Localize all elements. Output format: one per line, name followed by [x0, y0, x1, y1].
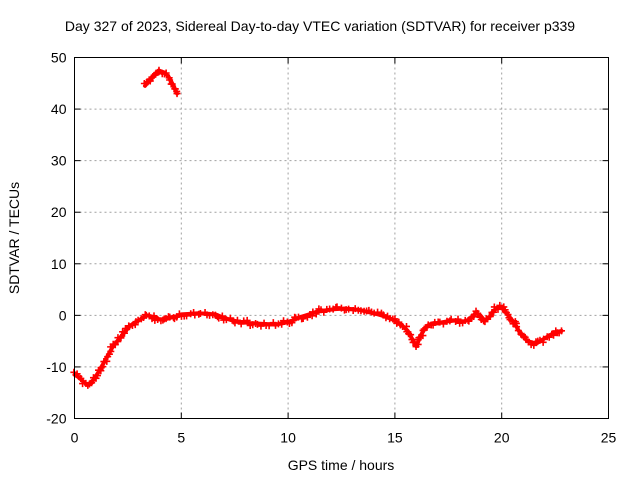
data-point-marker	[465, 317, 473, 325]
y-tick-label: 30	[51, 153, 67, 169]
y-tick-label: 50	[51, 50, 67, 66]
data-point-marker	[155, 66, 163, 74]
y-tick-label: 0	[59, 307, 67, 323]
data-point-marker	[280, 317, 288, 325]
tick-layer: 0 5 10 15 20 25 -20 -10 0 10 20 30 40 50	[46, 50, 616, 446]
data-point-marker	[530, 341, 538, 349]
data-point-marker	[278, 320, 286, 328]
data-point-marker	[496, 301, 504, 309]
plot-frame	[74, 57, 609, 419]
data-point-marker	[253, 320, 261, 328]
data-point-marker	[550, 331, 558, 339]
data-point-marker	[222, 316, 230, 324]
data-point-marker	[166, 76, 174, 84]
series-main-track	[70, 301, 566, 389]
x-tick-label: 0	[71, 430, 79, 446]
data-point-marker	[490, 303, 498, 311]
data-point-marker	[70, 368, 78, 376]
data-point-marker	[474, 309, 482, 317]
data-point-marker	[333, 303, 341, 311]
y-axis-label: SDTVAR / TECUs	[6, 181, 22, 295]
data-point-marker	[419, 326, 427, 334]
data-point-marker	[117, 333, 125, 341]
data-point-marker	[288, 319, 296, 327]
data-point-marker	[162, 69, 170, 77]
x-tick-label: 20	[494, 430, 510, 446]
data-point-marker	[233, 316, 241, 324]
x-tick-label: 25	[601, 430, 617, 446]
series-arc-segment	[140, 66, 181, 98]
y-tick-label: 40	[51, 101, 67, 117]
data-point-marker	[514, 327, 522, 335]
data-point-marker	[265, 322, 273, 330]
data-point-marker	[215, 314, 223, 322]
data-point-marker	[243, 316, 251, 324]
grid-layer	[74, 57, 609, 419]
chart-title: Day 327 of 2023, Sidereal Day-to-day VTE…	[64, 18, 576, 34]
data-point-marker	[218, 312, 226, 320]
y-tick-label: -10	[46, 359, 66, 375]
data-point-marker	[168, 80, 176, 88]
data-point-marker	[120, 329, 128, 337]
data-point-marker	[134, 316, 142, 324]
data-point-marker	[94, 372, 102, 380]
data-point-marker	[370, 309, 378, 317]
data-point-marker	[299, 315, 307, 323]
data-point-marker	[125, 323, 133, 331]
data-point-marker	[407, 331, 415, 339]
x-tick-label: 5	[177, 430, 185, 446]
data-point-marker	[540, 335, 548, 343]
data-point-marker	[558, 327, 566, 335]
x-tick-label: 10	[280, 430, 296, 446]
data-point-marker	[173, 90, 181, 98]
data-point-marker	[103, 357, 111, 365]
data-point-marker	[312, 310, 320, 318]
data-point-marker	[439, 320, 447, 328]
data-point-marker	[486, 312, 494, 320]
x-axis-label: GPS time / hours	[287, 457, 395, 473]
data-point-marker	[196, 310, 204, 318]
data-point-marker	[470, 311, 478, 319]
data-point-marker	[145, 76, 153, 84]
x-tick-label: 15	[387, 430, 403, 446]
data-point-marker	[374, 308, 382, 316]
data-point-marker	[146, 77, 154, 85]
y-tick-label: 10	[51, 256, 67, 272]
data-point-marker	[77, 374, 85, 382]
data-layer	[70, 66, 566, 389]
data-point-marker	[436, 318, 444, 326]
data-point-marker	[513, 323, 521, 331]
data-point-marker	[150, 312, 158, 320]
data-point-marker	[504, 311, 512, 319]
data-point-marker	[447, 315, 455, 323]
data-point-marker	[391, 315, 399, 323]
data-point-marker	[99, 363, 107, 371]
data-point-marker	[454, 315, 462, 323]
y-tick-label: -20	[46, 411, 66, 427]
data-point-marker	[345, 305, 353, 313]
y-tick-label: 20	[51, 204, 67, 220]
data-point-marker	[410, 338, 418, 346]
data-point-marker	[183, 312, 191, 320]
